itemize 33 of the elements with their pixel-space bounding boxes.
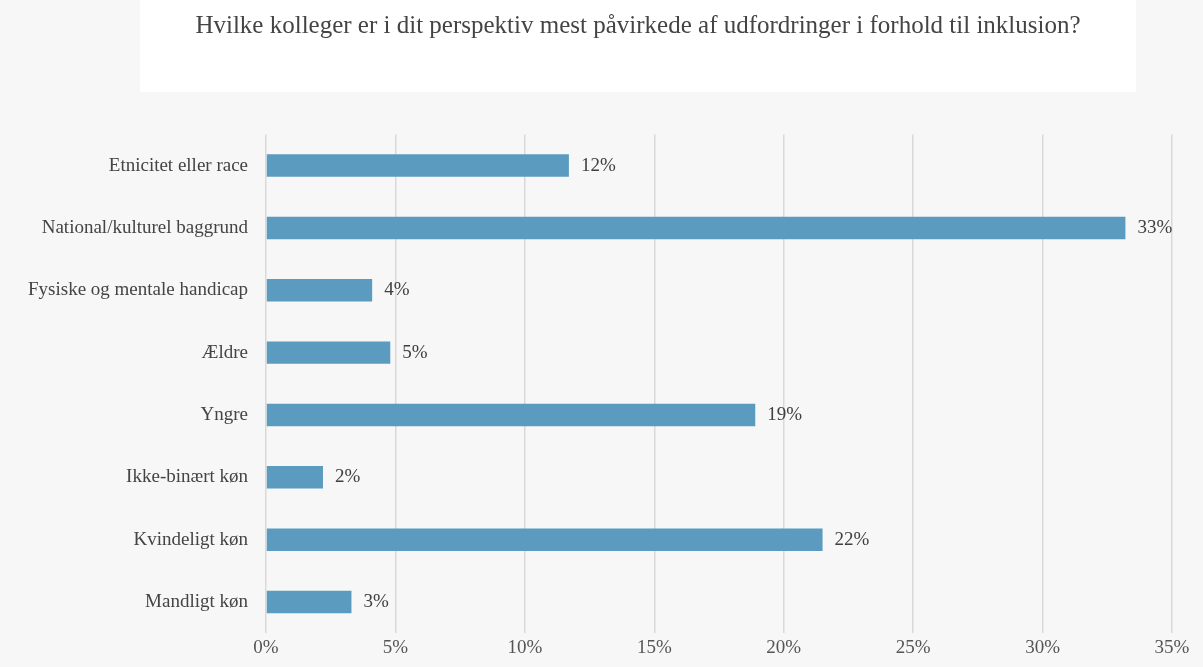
chart-title: Hvilke kolleger er i dit perspektiv mest påvirkede af udfordringer i forhold til inklusion? [140,0,1136,92]
x-tick-label: 25% [895,635,931,657]
bar [266,216,1126,240]
y-tick-label: Ældre [201,340,249,362]
x-tick-label: 15% [636,635,672,657]
y-tick-label: Yngre [200,402,249,424]
data-label: 33% [1137,215,1173,237]
data-label: 4% [384,278,410,300]
x-tick-label: 0% [253,635,279,657]
bar [266,403,756,427]
bar [266,279,373,302]
y-tick-label: Mandligt køn [145,590,249,612]
data-label: 5% [402,340,428,362]
bar [266,528,823,551]
bar [266,341,391,364]
data-label: 19% [767,402,803,424]
y-tick-label: Etnicitet eller race [108,153,249,175]
y-tick-label: Kvindeligt køn [133,527,249,549]
y-tick-label: Ikke-binært køn [126,465,249,487]
y-tick-label: National/kulturel baggrund [41,215,249,237]
bar [266,590,352,614]
x-tick-label: 30% [1025,635,1061,657]
x-tick-label: 35% [1154,635,1190,657]
bar [266,154,569,177]
x-tick-label: 20% [766,635,802,657]
x-tick-label: 10% [507,635,543,657]
x-tick-label: 5% [382,635,409,657]
data-label: 22% [834,527,870,549]
y-tick-label: Fysiske og mentale handicap [28,278,249,300]
data-label: 3% [363,590,389,612]
bar [266,466,323,489]
data-label: 2% [334,465,361,487]
data-label: 12% [580,153,616,175]
